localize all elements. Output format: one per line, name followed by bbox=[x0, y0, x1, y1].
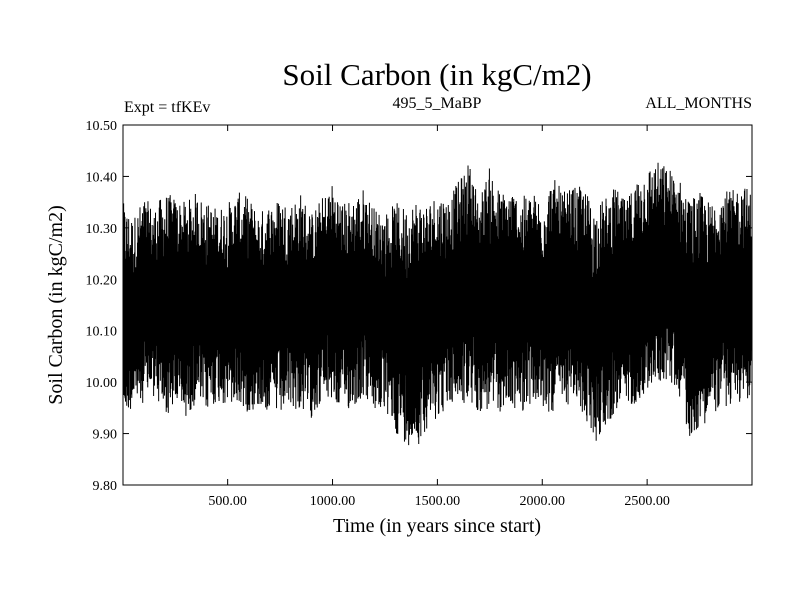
subtitle-center: 495_5_MaBP bbox=[393, 95, 482, 112]
x-tick-label: 2500.00 bbox=[624, 494, 670, 509]
x-tick-label: 500.00 bbox=[208, 494, 247, 509]
y-tick-label: 10.10 bbox=[86, 325, 118, 340]
y-tick-label: 10.40 bbox=[86, 170, 118, 185]
chart-title: Soil Carbon (in kgC/m2) bbox=[282, 57, 591, 92]
subtitle-right: ALL_MONTHS bbox=[645, 95, 752, 112]
x-tick-label: 2000.00 bbox=[520, 494, 566, 509]
y-axis-label: Soil Carbon (in kgC/m2) bbox=[45, 205, 67, 404]
y-axis-ticks: 9.80 9.90 10.00 10.10 10.20 10.30 10.40 10.50 bbox=[86, 119, 752, 494]
x-tick-label: 1500.00 bbox=[415, 494, 461, 509]
y-tick-label: 9.90 bbox=[93, 428, 118, 443]
subtitle-left: Expt = tfKEv bbox=[124, 99, 210, 116]
plot-data-layer bbox=[122, 162, 753, 446]
y-tick-label: 10.50 bbox=[86, 119, 118, 134]
y-tick-label: 10.20 bbox=[86, 273, 118, 288]
y-tick-label: 9.80 bbox=[93, 479, 118, 494]
x-tick-label: 1000.00 bbox=[310, 494, 356, 509]
y-tick-label: 10.00 bbox=[86, 376, 118, 391]
x-axis-label: Time (in years since start) bbox=[333, 515, 541, 537]
x-axis-ticks: 500.00 1000.00 1500.00 2000.00 2500.00 bbox=[208, 125, 670, 509]
series-line bbox=[122, 162, 753, 446]
y-tick-label: 10.30 bbox=[86, 222, 118, 237]
